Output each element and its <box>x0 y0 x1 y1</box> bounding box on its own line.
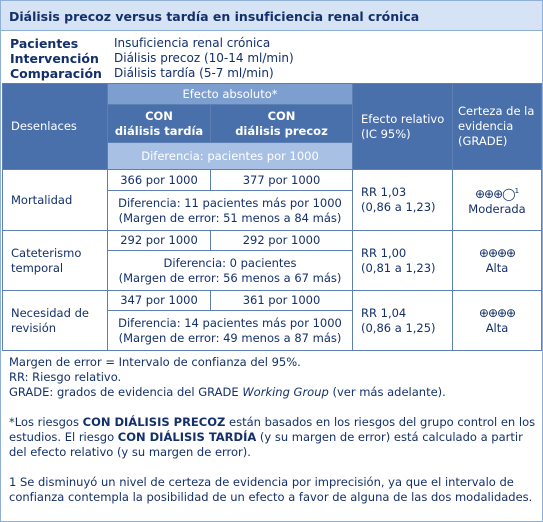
header-late: CON diálisis tardía <box>108 105 211 143</box>
text: RR: Riesgo relativo. <box>9 370 122 384</box>
header-text: (IC 95%) <box>361 126 411 141</box>
outcome-cell: Necesidad de revisión <box>2 291 108 351</box>
relative: RR 1,04 <box>361 305 407 320</box>
certainty-symbols: ⊕⊕⊕⊕ <box>478 245 516 260</box>
certainty-label: Alta <box>485 320 509 335</box>
outcome: Necesidad de <box>11 305 89 320</box>
info-value: Diálisis tardía (5-7 ml/min) <box>114 66 274 80</box>
text: GRADE: grados de evidencia del GRADE <box>9 385 243 399</box>
late-cell: 347 por 1000 <box>108 291 211 311</box>
outcome-cell: Cateterismo temporal <box>2 231 108 291</box>
difference: Diferencia: 0 pacientes <box>163 255 297 270</box>
relative-cell: RR 1,00 (0,81 a 1,23) <box>353 231 453 291</box>
late-cell: 366 por 1000 <box>108 170 211 191</box>
relative-cell: RR 1,04 (0,86 a 1,25) <box>353 291 453 351</box>
info-value: Diálisis precoz (10-14 ml/min) <box>114 51 294 65</box>
header-certainty: Certeza de la evidencia (GRADE) <box>453 83 542 170</box>
header-difference: Diferencia: pacientes por 1000 <box>108 143 353 170</box>
title: Diálisis precoz versus tardía en insufic… <box>1 1 542 31</box>
relative: RR 1,03 <box>361 185 407 199</box>
late-cell: 292 por 1000 <box>108 231 211 251</box>
difference-cell: Diferencia: 14 pacientes más por 1000 (Ma… <box>108 311 353 351</box>
outcome-cell: Mortalidad <box>2 170 108 231</box>
definition: RR: Riesgo relativo. <box>9 370 537 385</box>
info-label: Comparación <box>10 66 102 81</box>
difference-range: (Margen de error: 49 menos a 87 más) <box>118 330 342 345</box>
difference-cell: Diferencia: 0 pacientes (Margen de error:… <box>108 251 353 291</box>
header-text: Efecto absoluto* <box>182 86 278 101</box>
difference-range: (Margen de error: 56 menos a 67 más) <box>118 270 342 285</box>
relative-cell: RR 1,03 (0,86 a 1,23) <box>353 170 453 231</box>
late-risk: 366 por 1000 <box>120 172 198 187</box>
certainty-cell: ⊕⊕⊕⊕ Alta <box>453 231 542 291</box>
header-text: Certeza de la <box>458 104 535 118</box>
early-cell: 292 por 1000 <box>211 231 353 251</box>
early-cell: 377 por 1000 <box>211 170 353 191</box>
certainty-symbols: ⊕⊕⊕⊕ <box>478 305 516 320</box>
header-early: CON diálisis precoz <box>211 105 353 143</box>
text-bold: CON DIÁLISIS TARDÍA <box>117 430 257 444</box>
late-risk: 292 por 1000 <box>120 233 198 247</box>
header-text: Diferencia: pacientes por 1000 <box>141 148 319 163</box>
difference-range: (Margen de error: 51 menos a 84 más) <box>118 210 342 225</box>
text-italic: Working Group <box>242 385 329 399</box>
header-text: evidencia <box>458 119 514 133</box>
outcome: revisión <box>11 320 57 335</box>
header-relative: Efecto relativo (IC 95%) <box>353 83 453 170</box>
difference: Diferencia: 11 pacientes más por 1000 <box>118 195 342 210</box>
outcome: temporal <box>11 260 64 275</box>
difference: Diferencia: 14 pacientes más por 1000 <box>118 315 342 330</box>
header-outcomes: Desenlaces <box>2 83 108 170</box>
relative: RR 1,00 <box>361 245 407 260</box>
header-text: diálisis tardía <box>114 123 204 138</box>
footnote-ref: 1 <box>514 186 520 195</box>
outcome: Mortalidad <box>11 192 73 207</box>
header-text: (GRADE) <box>458 134 508 148</box>
relative-ci: (0,81 a 1,23) <box>361 260 436 275</box>
header-absolute: Efecto absoluto* <box>108 83 353 105</box>
text: están basados en los riesgos del grupo c… <box>9 415 536 444</box>
info-value: Insuficiencia renal crónica <box>114 36 271 50</box>
relative-ci: (0,86 a 1,25) <box>361 320 436 335</box>
early-risk: 361 por 1000 <box>242 293 321 307</box>
text-bold: CON DIÁLISIS PRECOZ <box>82 415 226 429</box>
text: *Los riesgos <box>9 415 83 429</box>
relative-ci: (0,86 a 1,23) <box>361 200 436 214</box>
early-risk: 292 por 1000 <box>242 233 321 247</box>
text: Margen de error = Intervalo de confianza… <box>9 355 301 369</box>
outcome: Cateterismo <box>11 245 82 260</box>
header-text: CON <box>145 108 173 123</box>
info-label: Intervención <box>10 51 99 66</box>
early-risk: 377 por 1000 <box>242 172 321 187</box>
footer: Margen de error = Intervalo de confianza… <box>9 355 537 505</box>
definition: GRADE: grados de evidencia del GRADE Wor… <box>9 385 537 400</box>
certainty-label: Alta <box>485 260 509 275</box>
certainty-symbols: ⊕⊕⊕◯1 <box>475 184 519 202</box>
header-text: Efecto relativo <box>361 111 445 126</box>
symbols: ⊕⊕⊕◯ <box>474 186 516 201</box>
note-star: *Los riesgos CON DIÁLISIS PRECOZ están b… <box>9 415 537 460</box>
note-1: 1 Se disminuyó un nivel de certeza de ev… <box>9 475 533 504</box>
difference-cell: Diferencia: 11 pacientes más por 1000 (Ma… <box>108 191 353 231</box>
header-text: diálisis precoz <box>235 123 328 138</box>
text: (ver más adelante). <box>328 385 446 399</box>
certainty-label: Moderada <box>468 201 526 216</box>
header-text: CON <box>267 108 296 123</box>
text: (y su margen de error) está calculado a … <box>9 430 523 459</box>
late-risk: 347 por 1000 <box>120 293 198 307</box>
header-text: Desenlaces <box>11 119 77 133</box>
certainty-cell: ⊕⊕⊕◯1 Moderada <box>453 170 542 231</box>
definition: Margen de error = Intervalo de confianza… <box>9 355 537 370</box>
certainty-cell: ⊕⊕⊕⊕ Alta <box>453 291 542 351</box>
info-label: Pacientes <box>10 36 79 51</box>
early-cell: 361 por 1000 <box>211 291 353 311</box>
